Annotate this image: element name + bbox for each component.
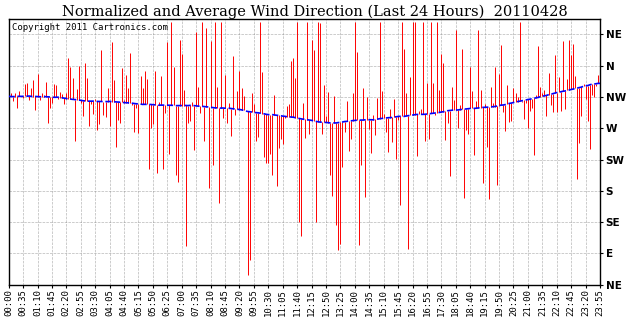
Text: Copyright 2011 Cartronics.com: Copyright 2011 Cartronics.com <box>11 23 168 32</box>
Text: Normalized and Average Wind Direction (Last 24 Hours)  20110428: Normalized and Average Wind Direction (L… <box>62 5 568 19</box>
